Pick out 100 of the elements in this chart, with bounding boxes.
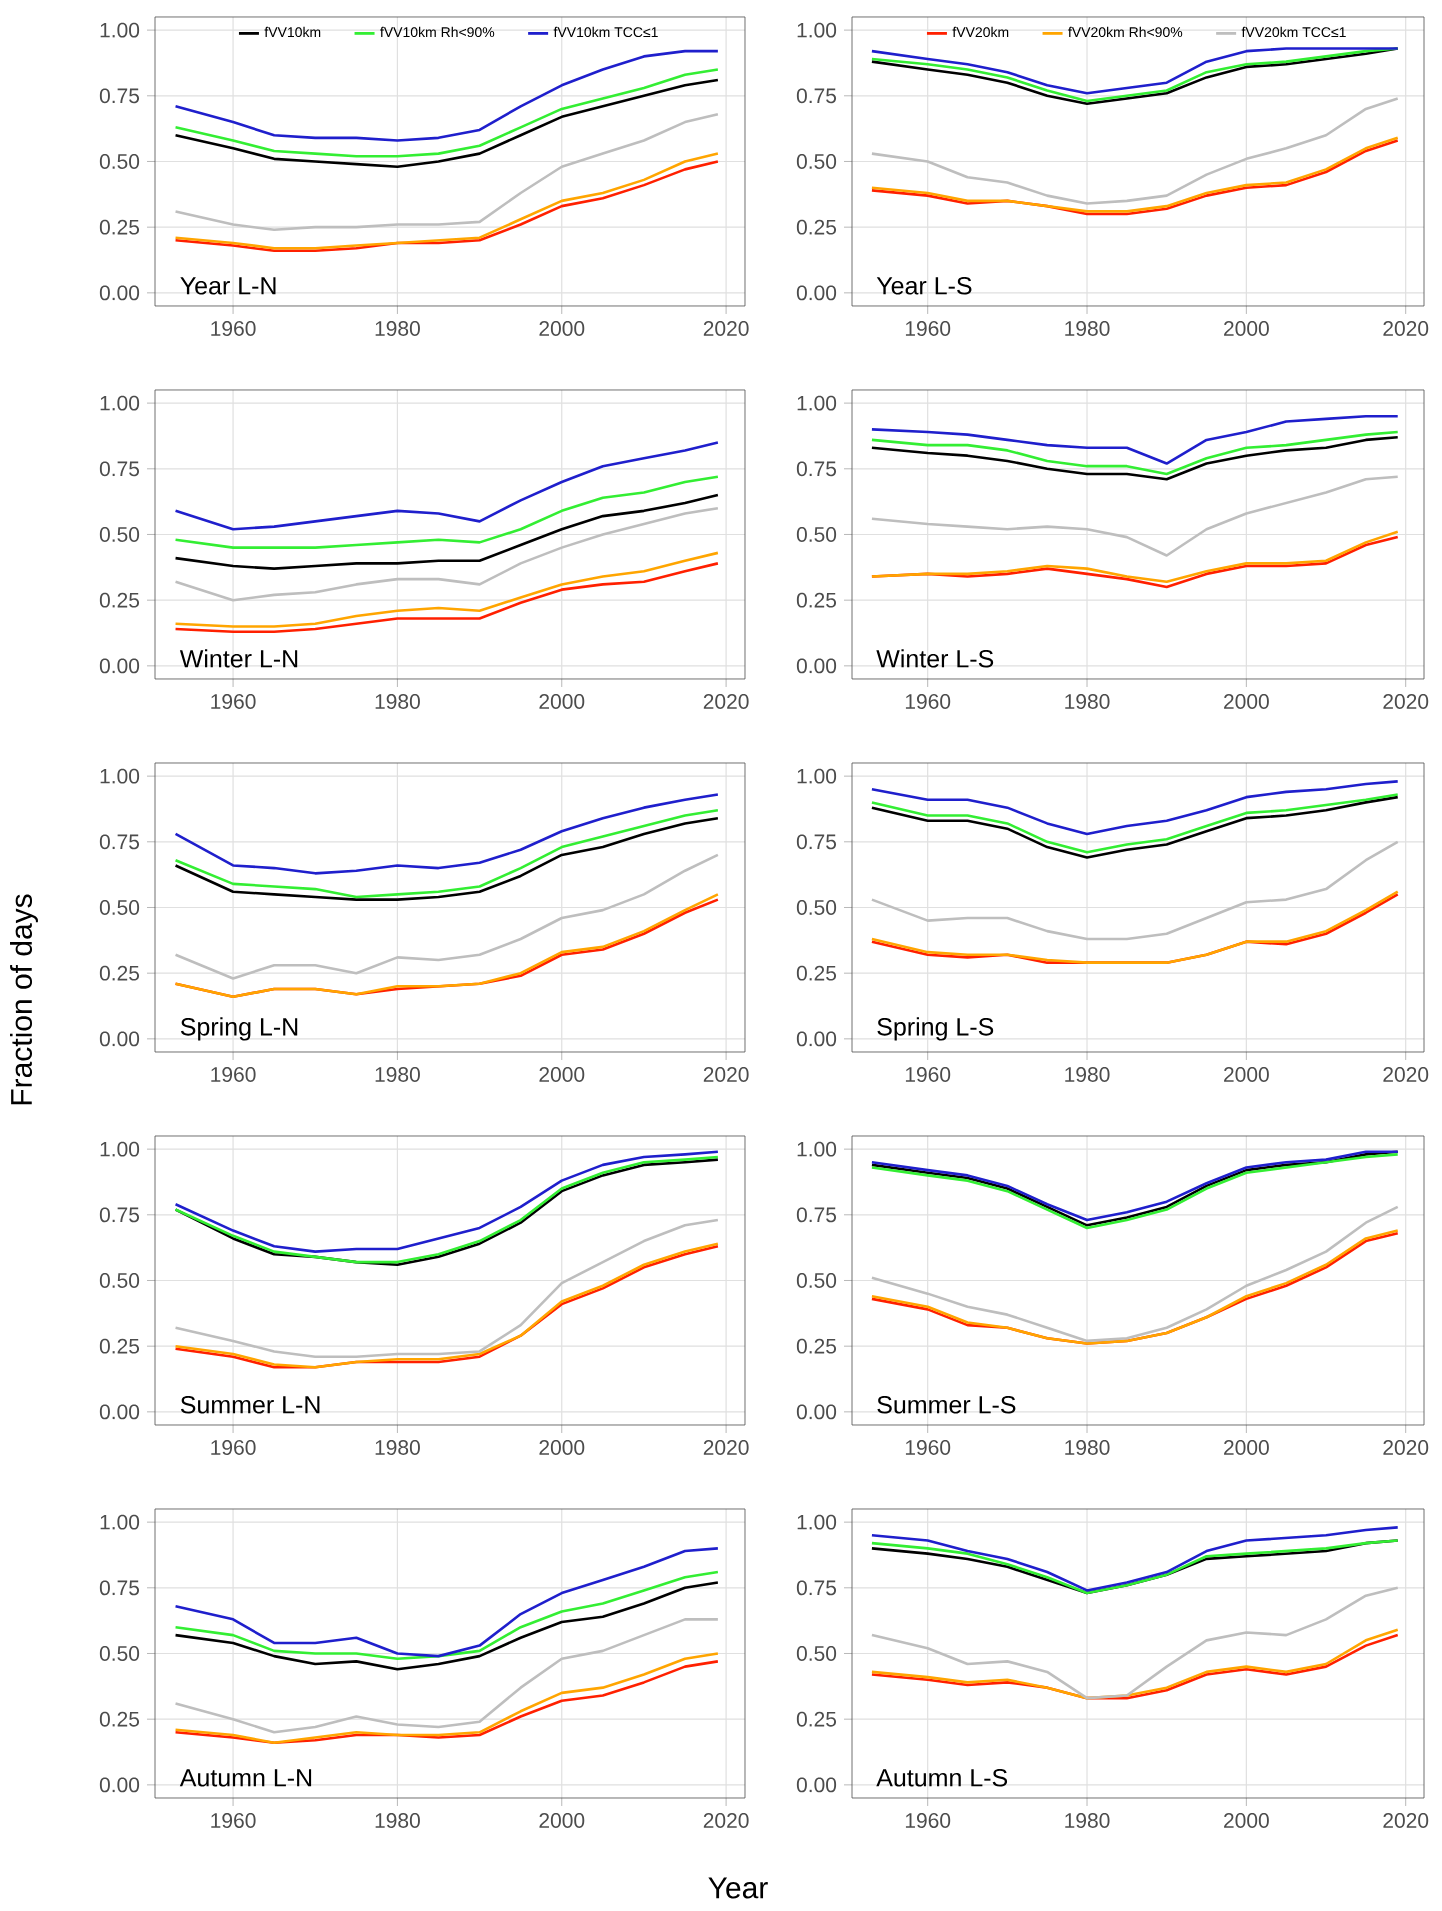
annotation: Spring L-N [180,1017,298,1041]
x-tick-label: 2020 [1383,1813,1429,1828]
y-tick-label: 0.75 [99,88,140,104]
y-tick-label: 0.25 [99,1338,140,1354]
x-tick-label: 1980 [375,321,420,336]
x-tick-label: 1980 [375,1067,420,1082]
y-tick-label: 0.75 [796,461,837,477]
x-tick-label: 1960 [211,1440,256,1455]
x-tick-label: 1980 [1065,1813,1110,1828]
x-tick-label: 1960 [211,1813,256,1828]
x-tick-label: 1960 [905,1813,951,1828]
y-tick-label: 0.00 [99,1031,140,1047]
x-tick-label: 1980 [1065,1440,1110,1455]
y-tick-label: 0.25 [796,592,837,608]
y-tick-label: 0.25 [796,219,837,235]
x-tick-label: 2000 [1224,694,1269,709]
x-tick-label: 1980 [375,1440,420,1455]
x-tick-label: 2000 [539,321,585,336]
y-tick-label: 0.25 [99,592,140,608]
x-tick-label: 2020 [1383,1440,1429,1455]
y-tick-label: 0.50 [796,527,837,542]
y-tick-label: 1.00 [797,1141,837,1157]
y-tick-label: 0.50 [99,1273,140,1288]
y-tick-label: 0.50 [99,527,140,542]
legend-label: fVV20km Rh<90% [1068,26,1183,38]
y-tick-label: 0.75 [99,461,140,477]
y-tick-label: 0.75 [796,88,837,104]
legend-label: fVV20km TCC≤1 [1241,26,1346,38]
x-tick-label: 2000 [539,1813,585,1828]
annotation: Winter L-N [179,649,298,668]
x-tick-label: 1980 [1065,321,1110,336]
annotation: Winter L-S [876,649,994,668]
y-tick-label: 0.75 [99,1207,140,1223]
y-tick-label: 0.50 [796,154,837,169]
y-tick-label: 0.50 [99,1646,140,1661]
x-tick-label: 1980 [375,694,420,709]
legend-label: fVV10km [264,26,321,38]
x-tick-label: 2000 [1224,321,1269,336]
legend-label: fVV10km TCC≤1 [553,26,658,38]
annotation: Summer L-N [180,1395,320,1414]
x-tick-label: 2000 [539,1067,585,1082]
x-axis-title: Year [708,1877,768,1899]
legend-label: fVV20km [952,26,1009,38]
y-tick-label: 0.50 [796,1646,837,1661]
annotation: Year L-S [876,276,972,295]
annotation: Year L-N [180,277,276,295]
y-tick-label: 0.50 [796,1273,837,1288]
x-tick-label: 2020 [703,1813,749,1828]
annotation: Autumn L-S [876,1768,1008,1787]
x-tick-label: 2020 [703,1067,749,1082]
y-tick-label: 0.25 [99,965,140,981]
x-tick-label: 1960 [211,1067,256,1082]
y-tick-label: 0.25 [796,1711,837,1727]
y-tick-label: 0.50 [99,900,140,915]
y-tick-label: 0.25 [99,219,140,235]
x-tick-label: 2020 [1383,694,1429,709]
x-tick-label: 2000 [1224,1067,1269,1082]
y-tick-label: 0.75 [99,834,140,850]
y-tick-label: 0.00 [796,1031,837,1047]
y-tick-label: 1.00 [100,1514,140,1530]
x-tick-label: 2020 [703,1440,749,1455]
y-tick-label: 1.00 [797,1514,837,1530]
y-tick-label: 0.25 [99,1711,140,1727]
y-tick-label: 0.00 [796,1777,837,1793]
x-tick-label: 2020 [1383,321,1429,336]
y-tick-label: 0.75 [796,1580,837,1596]
y-tick-label: 0.75 [796,1207,837,1223]
annotation: Autumn L-N [179,1769,312,1787]
y-tick-label: 0.25 [796,1338,837,1354]
y-tick-label: 0.00 [99,1404,140,1420]
x-tick-label: 1980 [375,1813,420,1828]
y-tick-label: 0.75 [99,1580,140,1596]
y-tick-label: 1.00 [797,768,837,784]
x-tick-label: 1960 [905,694,951,709]
y-axis-title: Fraction of days [10,894,38,1105]
annotation: Spring L-S [877,1017,994,1041]
y-tick-label: 0.00 [796,285,837,301]
x-tick-label: 2020 [703,321,749,336]
x-tick-label: 2000 [1224,1813,1269,1828]
y-tick-label: 1.00 [797,395,837,411]
x-tick-label: 1960 [905,1440,951,1455]
x-tick-label: 2020 [1383,1067,1429,1082]
x-tick-label: 1980 [1065,1067,1110,1082]
x-tick-label: 1960 [905,1067,951,1082]
x-tick-label: 2000 [539,1440,585,1455]
y-tick-label: 1.00 [100,22,140,38]
y-tick-label: 0.00 [99,658,140,674]
x-tick-label: 1980 [1065,694,1110,709]
y-tick-label: 1.00 [100,1141,140,1157]
x-tick-label: 1960 [211,694,256,709]
x-tick-label: 1960 [905,321,951,336]
y-tick-label: 0.00 [99,285,140,301]
x-tick-label: 1960 [211,321,256,336]
y-tick-label: 0.25 [796,965,837,981]
y-tick-label: 0.00 [99,1777,140,1793]
x-tick-label: 2000 [539,694,585,709]
y-tick-label: 0.50 [99,154,140,169]
y-tick-label: 1.00 [797,22,837,38]
legend-label: fVV10km Rh<90% [380,26,495,38]
y-tick-label: 0.00 [796,1404,837,1420]
